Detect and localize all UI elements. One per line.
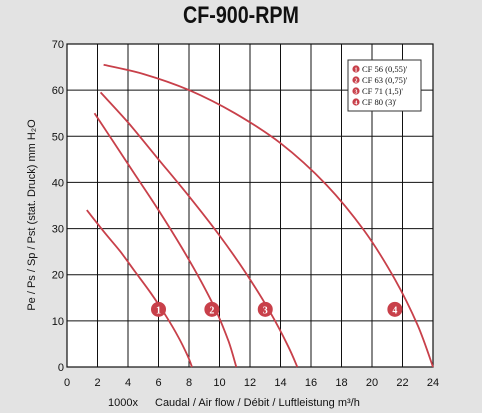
- y-tick-label: 0: [58, 362, 64, 374]
- x-tick-label: 20: [366, 377, 378, 389]
- x-tick-label: 4: [125, 377, 131, 389]
- x-tick-label: 12: [244, 377, 256, 389]
- x-axis-unit-prefix: 1000x: [108, 397, 138, 409]
- grid-lines: [66, 43, 434, 368]
- x-tick-label: 10: [213, 377, 225, 389]
- curve-line-3: [99, 91, 299, 368]
- axis-frame: [66, 43, 434, 368]
- y-axis-label: Pe / Ps / Sp / Pst (stat. Druck) mm H₂O: [26, 119, 38, 311]
- curve-marker-circle: [387, 301, 403, 317]
- legend-label: CF 63 (0,75)': [362, 75, 408, 85]
- legend: 1 CF 56 (0,55)' 2 CF 63 (0,75)' 3 CF 71 (1,5)…: [347, 59, 422, 112]
- y-tick-label: 70: [52, 39, 64, 51]
- curve-marker-number: 3: [263, 305, 268, 316]
- legend-item: 3 CF 71 (1,5)': [352, 86, 403, 96]
- curve-marker-2: 2: [204, 301, 220, 317]
- y-tick-label: 50: [52, 131, 64, 143]
- x-tick-label: 6: [155, 377, 161, 389]
- x-tick-label: 16: [305, 377, 317, 389]
- x-tick-labels: 0 2 4 6 8 10 12 14 16 18 20 22 24: [64, 377, 439, 389]
- y-tick-label: 20: [52, 270, 64, 282]
- legend-marker-circle: [352, 98, 360, 106]
- legend-item: 1 CF 56 (0,55)': [352, 64, 408, 74]
- legend-item: 4 CF 80 (3)': [352, 97, 397, 107]
- y-tick-label: 60: [52, 85, 64, 97]
- x-tick-label: 22: [396, 377, 408, 389]
- curves: [86, 63, 434, 368]
- legend-marker-number: 3: [355, 90, 358, 96]
- x-axis-label: Caudal / Air flow / Débit / Luftleistung…: [155, 397, 360, 409]
- curve-marker-circle: [151, 301, 166, 317]
- curve-marker-number: 1: [156, 305, 161, 316]
- x-tick-label: 18: [335, 377, 347, 389]
- chart-title: CF-900-RPM: [183, 2, 299, 29]
- legend-box: [347, 59, 422, 112]
- curve-line-2: [93, 112, 238, 368]
- curve-marker-circle: [257, 301, 273, 317]
- legend-marker-number: 2: [355, 79, 358, 85]
- x-tick-label: 0: [64, 377, 70, 389]
- curve-marker-number: 2: [209, 305, 214, 316]
- curve-marker-number: 4: [392, 305, 397, 316]
- legend-marker-number: 4: [355, 101, 358, 107]
- y-tick-label: 30: [52, 224, 64, 236]
- x-tick-label: 14: [274, 377, 286, 389]
- axis-border: [66, 43, 434, 368]
- legend-marker-circle: [352, 65, 360, 73]
- legend-item: 2 CF 63 (0,75)': [352, 75, 408, 85]
- legend-label: CF 56 (0,55)': [362, 64, 408, 74]
- x-tick-label: 8: [186, 377, 192, 389]
- curve-marker-4: 4: [387, 301, 403, 317]
- legend-label: CF 71 (1,5)': [362, 86, 403, 96]
- y-tick-labels: 0 10 20 30 40 50 60 70: [52, 39, 64, 374]
- curve-markers: 1 2 3 4: [151, 301, 403, 317]
- x-tick-label: 24: [427, 377, 439, 389]
- legend-label: CF 80 (3)': [362, 97, 397, 107]
- y-tick-label: 10: [52, 316, 64, 328]
- curve-marker-circle: [204, 301, 220, 317]
- curve-line-1: [86, 209, 193, 368]
- legend-marker-circle: [352, 76, 360, 84]
- legend-marker-number: 1: [355, 68, 358, 74]
- curve-line-4: [103, 63, 434, 368]
- y-tick-label: 40: [52, 177, 64, 189]
- curve-marker-3: 3: [257, 301, 273, 317]
- x-tick-label: 2: [94, 377, 100, 389]
- curve-marker-1: 1: [151, 301, 166, 317]
- legend-marker-circle: [352, 87, 360, 95]
